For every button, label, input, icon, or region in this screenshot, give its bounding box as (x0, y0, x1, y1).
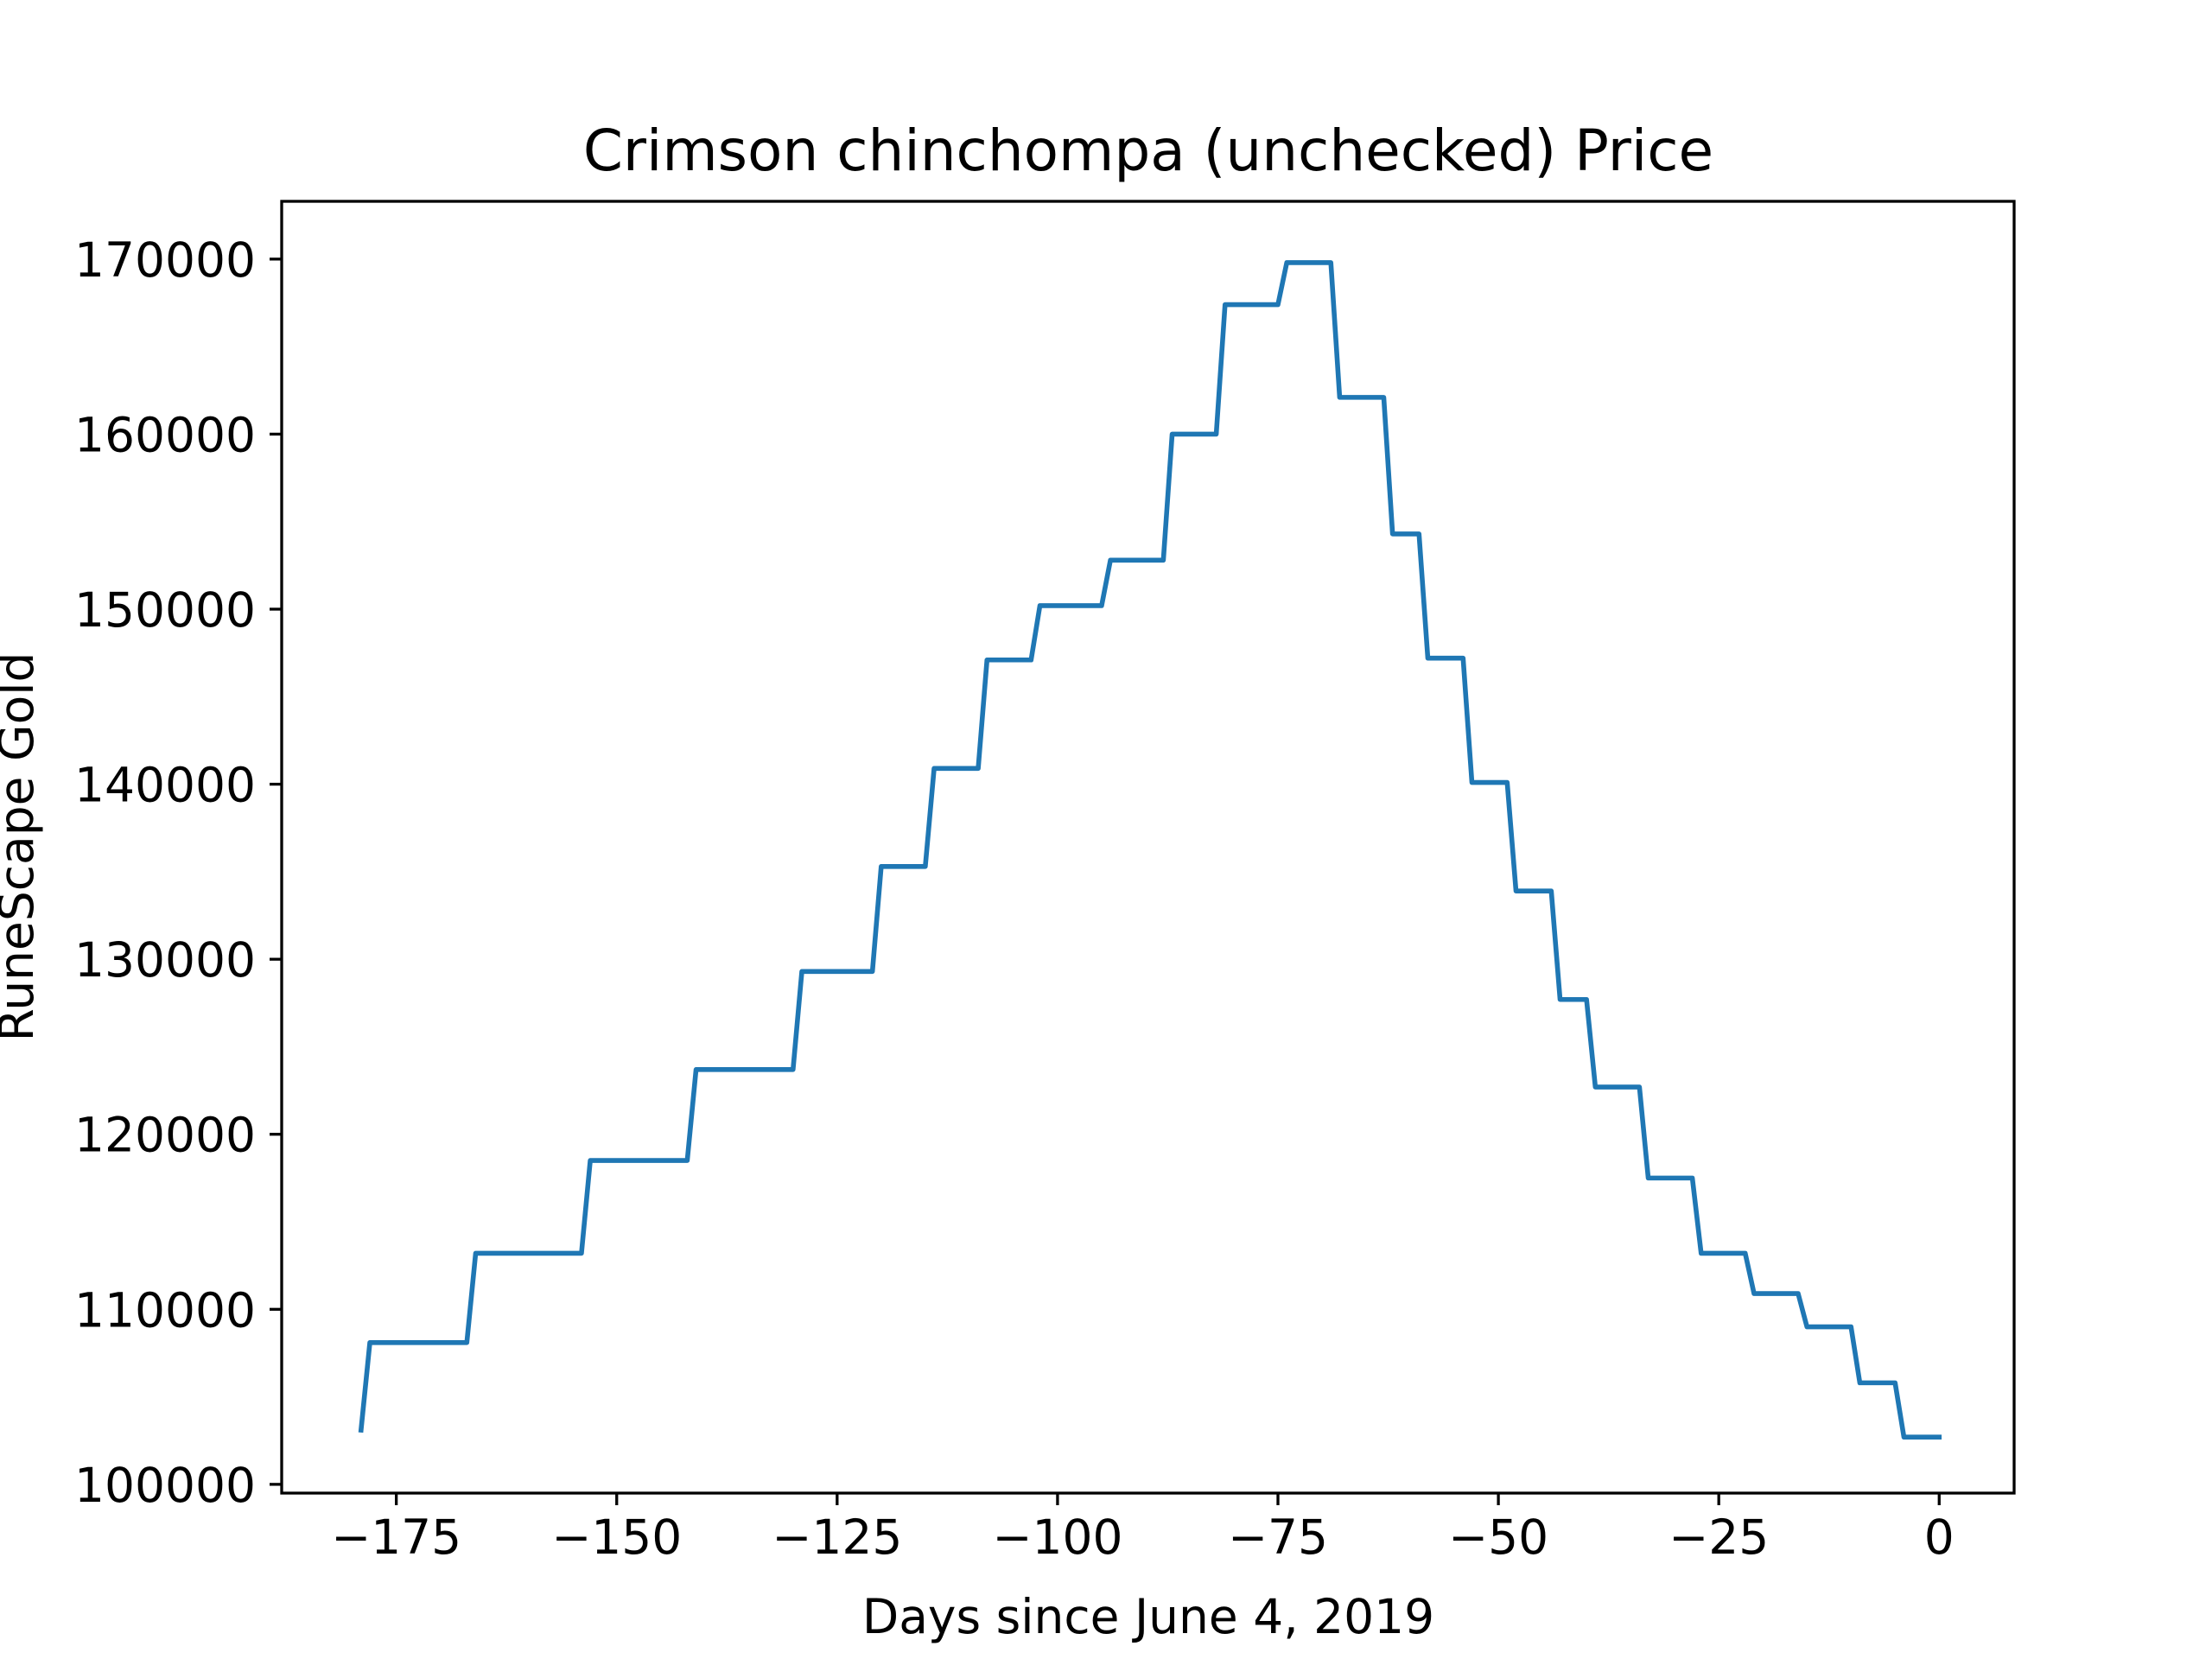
y-tick-label: 100000 (74, 1458, 256, 1513)
y-tick-label: 110000 (74, 1282, 256, 1338)
x-tick-label: −175 (331, 1510, 461, 1565)
x-tick-label: −25 (1669, 1510, 1769, 1565)
y-tick-label: 140000 (74, 758, 256, 813)
price-series-line (358, 260, 1942, 1440)
x-tick-label: −125 (772, 1510, 902, 1565)
plot-area (358, 260, 1942, 1440)
x-tick-label: −50 (1448, 1510, 1548, 1565)
y-tick-label: 130000 (74, 932, 256, 988)
y-axis-ticks: 100000 110000 120000 130000 140000 150000 1600… (74, 232, 282, 1513)
y-tick-label: 170000 (74, 232, 256, 288)
y-tick-label: 150000 (74, 582, 256, 638)
chart-title: Crimson chinchompa (unchecked) Price (583, 118, 1713, 184)
x-tick-label: −100 (992, 1510, 1122, 1565)
axes-frame (280, 200, 2016, 1495)
x-axis-label: Days since June 4, 2019 (862, 1589, 1434, 1644)
x-axis-ticks: −175 −150 −125 −100 −75 −50 −25 0 (331, 1493, 1955, 1565)
y-tick-label: 160000 (74, 407, 256, 462)
y-tick-label: 120000 (74, 1108, 256, 1163)
x-tick-label: −150 (551, 1510, 682, 1565)
x-tick-label: 0 (1924, 1510, 1955, 1565)
x-tick-label: −75 (1228, 1510, 1328, 1565)
y-axis-label: RuneScape Gold (0, 652, 44, 1042)
